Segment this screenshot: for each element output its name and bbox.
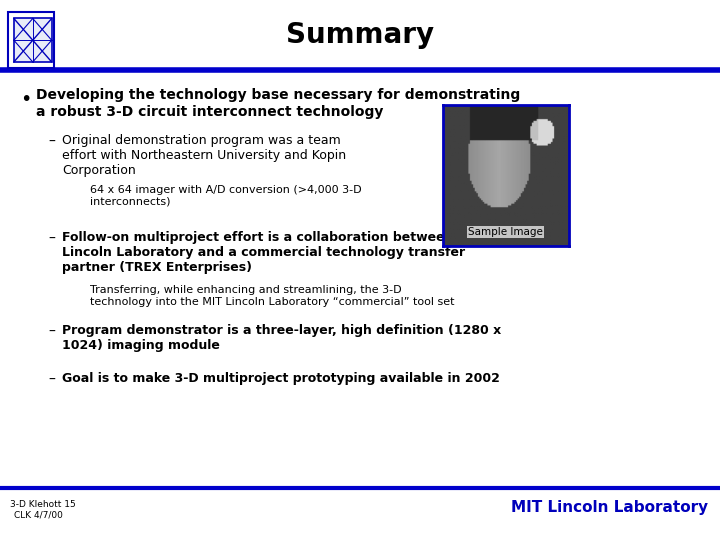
Bar: [14, 18, 52, 62]
Text: –: –: [48, 135, 55, 149]
Text: a robust 3-D circuit interconnect technology: a robust 3-D circuit interconnect techno…: [36, 105, 383, 119]
Text: •: •: [20, 90, 32, 109]
Text: Transferring, while enhancing and streamlining, the 3-D
technology into the MIT : Transferring, while enhancing and stream…: [90, 285, 454, 307]
Text: –: –: [48, 325, 55, 339]
Text: Summary: Summary: [286, 21, 434, 49]
Text: Program demonstrator is a three-layer, high definition (1280 x
1024) imaging mod: Program demonstrator is a three-layer, h…: [62, 324, 501, 352]
Text: 64 x 64 imager with A/D conversion (>4,000 3-D
interconnects): 64 x 64 imager with A/D conversion (>4,0…: [90, 185, 361, 207]
Text: Original demonstration program was a team
effort with Northeastern University an: Original demonstration program was a tea…: [62, 134, 346, 177]
Text: Developing the technology base necessary for demonstrating: Developing the technology base necessary…: [36, 88, 521, 102]
Text: –: –: [48, 232, 55, 246]
Text: Follow-on multiproject effort is a collaboration between
Lincoln Laboratory and : Follow-on multiproject effort is a colla…: [62, 231, 465, 274]
Text: MIT Lincoln Laboratory: MIT Lincoln Laboratory: [511, 500, 708, 515]
Text: CLK 4/7/00: CLK 4/7/00: [14, 510, 63, 519]
Text: 3-D Klehott 15: 3-D Klehott 15: [10, 500, 76, 509]
Text: Sample Image: Sample Image: [469, 227, 543, 237]
FancyBboxPatch shape: [9, 12, 55, 68]
Text: Goal is to make 3-D multiproject prototyping available in 2002: Goal is to make 3-D multiproject prototy…: [62, 372, 500, 385]
Text: –: –: [48, 373, 55, 387]
